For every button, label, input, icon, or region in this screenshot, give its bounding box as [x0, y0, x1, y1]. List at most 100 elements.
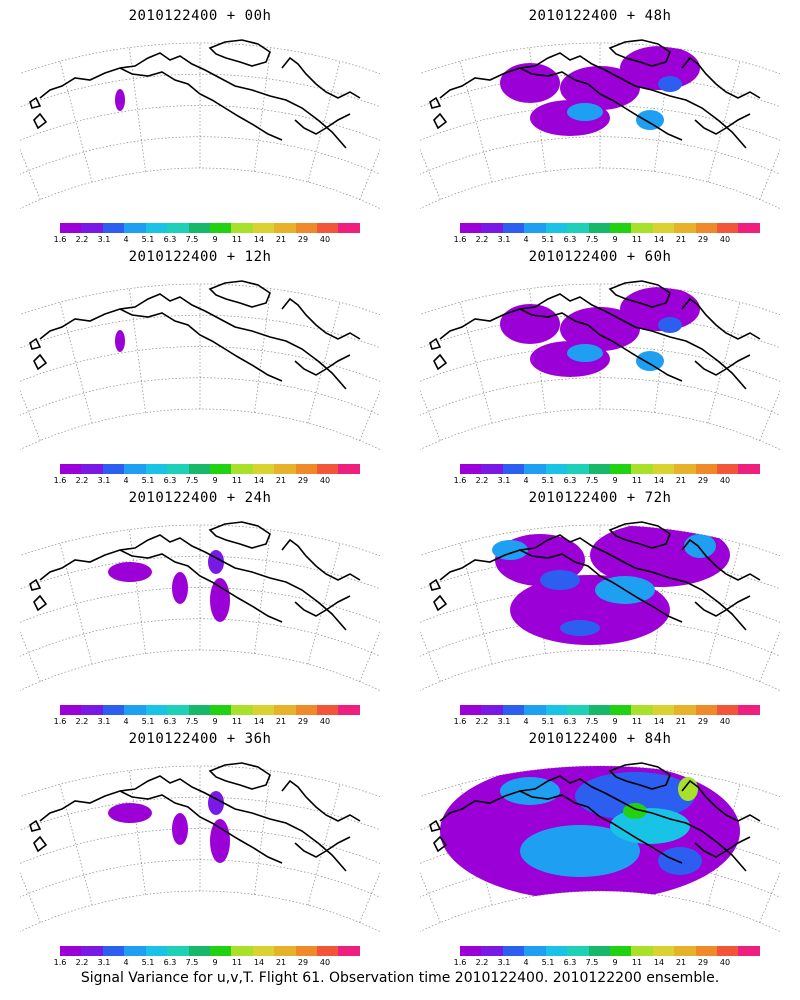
colorbar-swatch — [567, 223, 589, 233]
colorbar-tick-label: 21 — [675, 958, 687, 967]
colorbar-swatch — [717, 223, 739, 233]
colorbar-swatch — [652, 705, 675, 715]
variance-contour — [567, 103, 603, 121]
colorbar-tick-label: 6.3 — [563, 476, 577, 485]
colorbar-swatch — [81, 464, 103, 474]
colorbar-swatch — [588, 705, 610, 715]
colorbar-tick-label: 21 — [275, 476, 287, 485]
colorbar-swatch — [274, 223, 296, 233]
colorbar-tick-label: 40 — [719, 717, 731, 726]
variance-contour — [500, 304, 560, 344]
variance-contour — [610, 808, 690, 844]
colorbar-swatch — [124, 223, 146, 233]
colorbar-tick-label: 5.1 — [141, 476, 155, 485]
colorbar-tick-label: 4 — [523, 958, 529, 967]
variance-field — [440, 765, 740, 901]
colorbar-swatch — [338, 705, 360, 715]
colorbar-tick-label: 11 — [631, 717, 643, 726]
colorbar-swatch — [81, 946, 103, 956]
variance-contour — [115, 89, 125, 111]
colorbar-tick-label: 4 — [523, 235, 529, 244]
map-plot — [420, 762, 780, 932]
colorbar-tick-label: 6.3 — [163, 958, 177, 967]
variance-contour — [560, 620, 600, 636]
variance-contour — [108, 562, 152, 582]
colorbar-tick-label: 4 — [123, 717, 129, 726]
coastline — [29, 39, 361, 149]
variance-field — [500, 46, 700, 136]
variance-contour — [620, 46, 700, 90]
colorbar-labels: 1.6 2.2 3.1 4 5.1 6.3 7.5 9 11 14 21 29 40 — [48, 717, 378, 727]
panel-title: 2010122400 + 24h — [128, 490, 272, 506]
graticule — [20, 283, 380, 450]
colorbar-swatch — [460, 705, 482, 715]
colorbar-tick-label: 3.1 — [97, 235, 111, 244]
colorbar-swatch — [317, 223, 339, 233]
colorbar-swatch — [124, 464, 146, 474]
colorbar-tick-label: 7.5 — [185, 476, 199, 485]
colorbar-tick-label: 29 — [697, 476, 709, 485]
colorbar-swatch — [317, 946, 339, 956]
colorbar-tick-label: 4 — [123, 476, 129, 485]
colorbar-swatch — [502, 464, 525, 474]
map-plot — [420, 280, 780, 450]
map-plot — [420, 521, 780, 691]
colorbar-swatch — [231, 223, 253, 233]
colorbar-swatch — [502, 223, 525, 233]
colorbar-swatch — [209, 223, 232, 233]
colorbar-tick-label: 6.3 — [163, 476, 177, 485]
colorbar-tick-label: 7.5 — [585, 958, 599, 967]
colorbar-swatch — [317, 464, 339, 474]
variance-field — [108, 791, 230, 863]
colorbar-tick-label: 4 — [523, 476, 529, 485]
colorbar-swatch — [167, 464, 189, 474]
colorbar-tick-label: 3.1 — [97, 958, 111, 967]
colorbar-tick-label: 11 — [231, 235, 243, 244]
colorbar-labels: 1.6 2.2 3.1 4 5.1 6.3 7.5 9 11 14 21 29 40 — [48, 235, 378, 245]
colorbar-tick-label: 11 — [631, 235, 643, 244]
colorbar-tick-label: 1.6 — [53, 235, 67, 244]
colorbar-swatch — [652, 464, 675, 474]
colorbar-tick-label: 2.2 — [75, 235, 89, 244]
colorbar-tick-label: 29 — [697, 717, 709, 726]
map-panel: 2010122400 + 12h 1.6 2.2 3.1 4 5.1 6.3 7.5 9 11 14… — [0, 241, 400, 486]
colorbar-swatch — [524, 946, 546, 956]
colorbar-tick-label: 6.3 — [163, 717, 177, 726]
colorbar-tick-label: 1.6 — [53, 476, 67, 485]
colorbar-swatch — [274, 946, 296, 956]
colorbar-swatch — [717, 946, 739, 956]
colorbar-tick-label: 2.2 — [75, 717, 89, 726]
colorbar-swatch — [609, 464, 632, 474]
colorbar-tick-label: 11 — [631, 958, 643, 967]
colorbar-swatch — [460, 464, 482, 474]
map-plot — [20, 39, 380, 209]
colorbar-swatch — [502, 946, 525, 956]
colorbar-tick-label: 11 — [231, 717, 243, 726]
variance-field — [492, 524, 730, 645]
colorbar-swatch — [609, 705, 632, 715]
colorbar-tick-label: 40 — [719, 958, 731, 967]
variance-contour — [500, 777, 560, 805]
colorbar-tick-label: 9 — [212, 235, 218, 244]
colorbar-swatch — [674, 705, 696, 715]
colorbar-tick-label: 7.5 — [585, 235, 599, 244]
coastline — [29, 762, 361, 872]
figure-caption: Signal Variance for u,v,T. Flight 61. Ob… — [80, 970, 720, 986]
map-plot — [20, 521, 380, 691]
colorbar-tick-label: 14 — [253, 476, 265, 485]
colorbar-swatch — [567, 946, 589, 956]
colorbar-swatch — [209, 946, 232, 956]
coastline — [429, 39, 761, 149]
colorbar-swatch — [631, 223, 653, 233]
variance-contour — [540, 570, 580, 590]
colorbar-tick-label: 2.2 — [75, 958, 89, 967]
colorbar — [460, 705, 760, 715]
colorbar-swatch — [738, 946, 760, 956]
colorbar-swatch — [609, 946, 632, 956]
colorbar-swatch — [588, 464, 610, 474]
colorbar-swatch — [102, 946, 125, 956]
colorbar-tick-label: 3.1 — [497, 958, 511, 967]
colorbar — [460, 223, 760, 233]
colorbar-swatch — [188, 223, 210, 233]
colorbar-swatch — [460, 946, 482, 956]
